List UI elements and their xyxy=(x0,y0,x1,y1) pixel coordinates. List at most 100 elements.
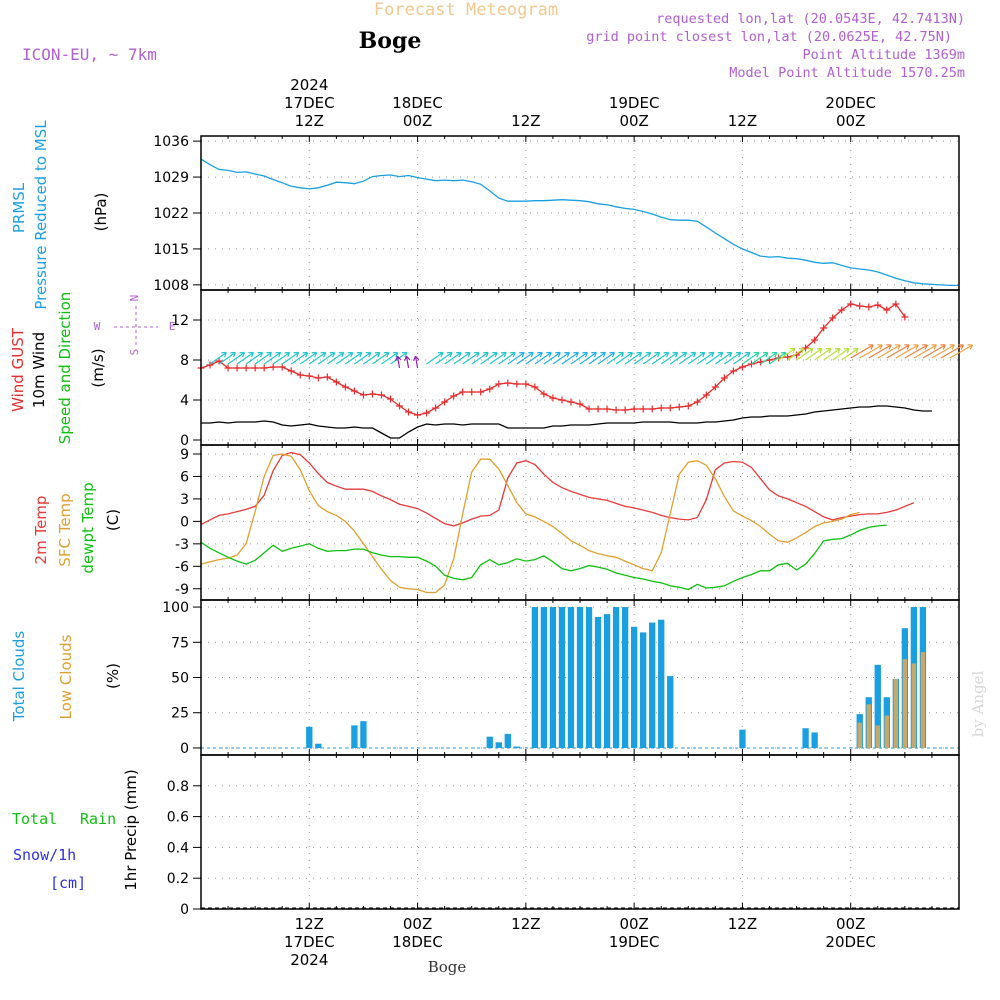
wind-arrow xyxy=(326,351,345,365)
gust-point-marker xyxy=(702,391,710,399)
footer-location: Boge xyxy=(428,958,467,976)
wind-arrow xyxy=(769,351,787,365)
y-tick-label: 0.4 xyxy=(167,840,189,856)
wind-arrow xyxy=(733,351,751,365)
precip-grid xyxy=(201,755,959,910)
wind-arrow xyxy=(615,351,634,365)
rain-label: Rain xyxy=(80,810,116,828)
gust-point-marker xyxy=(585,405,593,413)
wind-arrow xyxy=(525,351,543,365)
gust-point-marker xyxy=(549,394,557,402)
gust-point-marker xyxy=(368,390,376,398)
wind-arrow xyxy=(597,351,615,365)
low-clouds-label: Low Clouds xyxy=(57,634,75,719)
wind-arrow xyxy=(489,351,507,365)
point-altitude: Point Altitude 1369m xyxy=(802,47,965,63)
gust-point-marker xyxy=(332,378,340,386)
wind-arrow xyxy=(624,351,643,365)
y-tick-label: 75 xyxy=(171,635,189,651)
gust-point-marker xyxy=(693,398,701,406)
wind-arrow xyxy=(705,351,724,365)
gust-point-marker xyxy=(305,372,313,380)
gust-point-marker xyxy=(711,383,719,391)
total-cloud-bar xyxy=(603,614,611,748)
y-tick-label: -6 xyxy=(175,559,189,575)
requested-coords: requested lon,lat (20.0543E, 42.7413N) xyxy=(656,11,965,27)
wind-arrow xyxy=(480,351,498,365)
gust-point-marker xyxy=(603,405,611,413)
temp-2m-label: 2m Temp xyxy=(32,496,50,565)
wind-arrow xyxy=(579,351,597,365)
wind-arrow xyxy=(209,351,227,365)
wind-arrow xyxy=(787,347,805,361)
total-cloud-bar xyxy=(549,607,557,748)
y-tick-label: 4 xyxy=(180,393,189,409)
sfc-temp-label: SFC Temp xyxy=(56,493,74,566)
gust-point-marker xyxy=(811,336,819,344)
total-cloud-bar xyxy=(585,607,593,748)
low-cloud-bar xyxy=(893,678,899,748)
pressure-panel: 1008 1015 1022 1029 1036 xyxy=(153,134,960,294)
gust-point-marker xyxy=(874,301,882,309)
total-cloud-bar xyxy=(486,736,493,748)
y-tick-label: 50 xyxy=(171,671,189,687)
wind-arrow xyxy=(435,351,453,365)
dewpt-temp-label: dewpt Temp xyxy=(79,482,97,573)
wind-arrow xyxy=(263,351,282,365)
gust-point-marker xyxy=(747,360,755,368)
wind-arrow xyxy=(336,351,354,365)
gust-point-marker xyxy=(242,364,250,372)
time-axis-label: 2024 xyxy=(290,951,328,969)
gust-point-marker xyxy=(296,371,304,379)
gust-point-marker xyxy=(901,313,909,321)
total-cloud-bar xyxy=(667,676,674,748)
gust-point-marker xyxy=(738,363,746,371)
time-axis-label: 00Z xyxy=(403,112,432,130)
pressure-panel-labels: PRMSL Pressure Reduced to MSL (hPa) xyxy=(10,120,110,310)
gust-point-marker xyxy=(224,364,232,372)
gust-point-marker xyxy=(396,402,404,410)
series-line xyxy=(201,405,932,439)
total-cloud-bar xyxy=(513,746,520,748)
gust-point-marker xyxy=(387,395,394,403)
wind-arrow xyxy=(868,344,892,359)
pressure-series-prmsl xyxy=(200,158,959,287)
wind-arrow xyxy=(904,344,928,359)
total-cloud-bar xyxy=(649,622,656,748)
gust-point-marker xyxy=(287,367,295,375)
wind-arrow xyxy=(633,351,652,365)
time-axis-label: 17DEC xyxy=(284,94,335,112)
wind-arrow xyxy=(832,347,850,361)
total-cloud-bar xyxy=(540,607,548,748)
wind-arrow xyxy=(413,355,420,369)
precip-panel-labels: Total Rain Snow/1h [cm] 1hr Precip (mm) xyxy=(12,769,140,892)
gust-point-marker xyxy=(666,404,674,412)
gust-point-marker xyxy=(847,300,855,308)
wind-arrow xyxy=(245,351,264,365)
total-cloud-bar xyxy=(621,607,629,748)
wind-arrow xyxy=(462,351,480,365)
wind-time-ticks xyxy=(200,290,960,445)
wind-arrow xyxy=(561,351,579,365)
c-unit-label: (C) xyxy=(104,509,122,531)
wind-arrow xyxy=(534,351,552,365)
wind-arrow xyxy=(354,351,372,365)
low-cloud-bar xyxy=(902,659,908,748)
wind-arrow xyxy=(660,351,679,365)
wind-arrow xyxy=(760,351,778,365)
wind-series-10m-wind xyxy=(201,405,932,439)
clouds-panel: 0 25 50 75 100 xyxy=(162,599,960,757)
wind-arrow xyxy=(940,344,965,359)
gust-point-marker xyxy=(576,400,584,408)
total-cloud-bar xyxy=(576,607,584,748)
time-axis-label: 00Z xyxy=(619,915,648,933)
speed-direction-label: Speed and Direction xyxy=(56,292,74,445)
gust-point-marker xyxy=(838,306,846,314)
model-altitude: Model Point Altitude 1570.25m xyxy=(729,65,965,81)
time-axis-label: 18DEC xyxy=(392,94,443,112)
gust-point-marker xyxy=(684,402,692,410)
y-tick-label: -3 xyxy=(175,537,189,553)
precip-panel: 0 0.2 0.4 0.6 0.8 xyxy=(167,754,960,918)
y-tick-label: 0.6 xyxy=(167,810,189,826)
